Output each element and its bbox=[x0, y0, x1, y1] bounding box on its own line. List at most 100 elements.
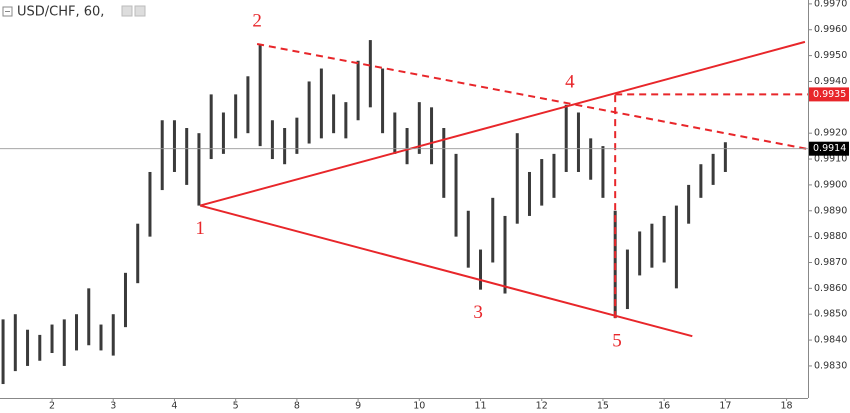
trend-line bbox=[199, 40, 806, 207]
price-bar bbox=[148, 171, 152, 237]
price-bar bbox=[62, 319, 66, 366]
price-bar bbox=[650, 223, 654, 268]
price-bar bbox=[258, 43, 262, 147]
price-bar bbox=[405, 128, 409, 165]
wave-label: 4 bbox=[565, 71, 575, 92]
y-tick-label: 0.9870 bbox=[814, 257, 847, 268]
price-bar bbox=[270, 120, 274, 160]
price-bar bbox=[26, 329, 30, 366]
wave-label: 5 bbox=[612, 330, 622, 351]
x-tick-label: 11 bbox=[474, 401, 486, 412]
price-bar bbox=[687, 184, 691, 224]
price-bar bbox=[87, 288, 91, 346]
x-tick-label: 8 bbox=[294, 401, 300, 412]
y-tick-label: 0.9880 bbox=[814, 231, 847, 242]
y-tick-label: 0.9900 bbox=[814, 179, 847, 190]
price-bar bbox=[417, 102, 421, 154]
price-bar bbox=[307, 81, 311, 144]
price-bar bbox=[344, 102, 348, 139]
close-icon[interactable] bbox=[134, 5, 146, 17]
price-bar bbox=[246, 76, 250, 134]
price-bar bbox=[381, 68, 385, 134]
y-tick-label: 0.9890 bbox=[814, 205, 847, 216]
price-bar bbox=[576, 112, 580, 172]
price-bar bbox=[625, 249, 629, 310]
x-tick-label: 17 bbox=[719, 401, 731, 412]
price-bar bbox=[589, 138, 593, 180]
x-tick-label: 5 bbox=[233, 401, 239, 412]
price-bar bbox=[430, 107, 434, 165]
price-label-box bbox=[809, 141, 849, 156]
x-tick-label: 3 bbox=[110, 401, 116, 412]
price-bar bbox=[234, 94, 238, 139]
settings-icon[interactable] bbox=[121, 5, 133, 17]
y-tick-label: 0.9840 bbox=[814, 335, 847, 346]
x-tick-label: 2 bbox=[49, 401, 55, 412]
price-bar bbox=[638, 231, 642, 276]
x-tick-label: 16 bbox=[658, 401, 670, 412]
price-bar bbox=[601, 146, 605, 198]
price-bar bbox=[136, 223, 140, 284]
y-tick-label: 0.9830 bbox=[814, 360, 847, 371]
price-bar bbox=[209, 94, 213, 160]
price-bar bbox=[319, 68, 323, 139]
price-bar bbox=[1, 319, 5, 385]
price-bar bbox=[111, 314, 115, 356]
collapse-icon[interactable] bbox=[2, 6, 13, 17]
x-tick-label: 4 bbox=[171, 401, 177, 412]
trend-line bbox=[256, 42, 814, 151]
y-tick-label: 0.9860 bbox=[814, 283, 847, 294]
chart-title: USD/CHF, 60, bbox=[17, 5, 104, 20]
x-tick-label: 15 bbox=[597, 401, 609, 412]
price-bar bbox=[295, 117, 299, 154]
y-tick-label: 0.9960 bbox=[814, 24, 847, 35]
price-bar bbox=[711, 153, 715, 185]
price-bar bbox=[723, 142, 727, 172]
wave-label: 2 bbox=[252, 10, 262, 31]
price-label-box bbox=[809, 87, 849, 102]
price-bar bbox=[527, 171, 531, 216]
price-bar bbox=[356, 60, 360, 121]
wave-label: 3 bbox=[473, 302, 483, 323]
price-bar bbox=[564, 104, 568, 172]
x-tick-label: 9 bbox=[355, 401, 361, 412]
trend-line bbox=[199, 204, 693, 338]
price-bar bbox=[491, 197, 495, 263]
price-bar bbox=[283, 128, 287, 165]
price-bar bbox=[197, 133, 201, 206]
y-tick-label: 0.9910 bbox=[814, 154, 847, 165]
y-tick-label: 0.9940 bbox=[814, 76, 847, 87]
price-label: 0.9914 bbox=[813, 143, 846, 154]
price-bar bbox=[13, 314, 17, 372]
price-bar bbox=[540, 159, 544, 206]
price-bar bbox=[515, 133, 519, 224]
y-tick-label: 0.9850 bbox=[814, 309, 847, 320]
y-tick-label: 0.9920 bbox=[814, 128, 847, 139]
price-bar bbox=[479, 249, 483, 290]
x-tick-label: 18 bbox=[781, 401, 793, 412]
price-bar bbox=[99, 324, 103, 351]
price-bar bbox=[674, 205, 678, 289]
price-bar bbox=[221, 112, 225, 154]
price-bar bbox=[75, 314, 79, 351]
price-bar bbox=[393, 112, 397, 154]
x-tick-label: 10 bbox=[413, 401, 425, 412]
price-bar bbox=[442, 128, 446, 198]
price-bar bbox=[50, 324, 54, 354]
price-bar bbox=[699, 164, 703, 198]
y-tick-label: 0.9970 bbox=[814, 0, 847, 9]
price-label: 0.9935 bbox=[813, 89, 846, 100]
price-bar bbox=[38, 334, 42, 361]
price-bar bbox=[466, 210, 470, 268]
y-tick-label: 0.9950 bbox=[814, 50, 847, 61]
price-bar bbox=[123, 272, 127, 328]
price-bar bbox=[368, 40, 372, 108]
price-bar bbox=[454, 153, 458, 237]
price-bar bbox=[160, 120, 164, 191]
price-bar bbox=[503, 215, 507, 294]
price-bar bbox=[185, 128, 189, 185]
price-bar bbox=[332, 94, 336, 134]
